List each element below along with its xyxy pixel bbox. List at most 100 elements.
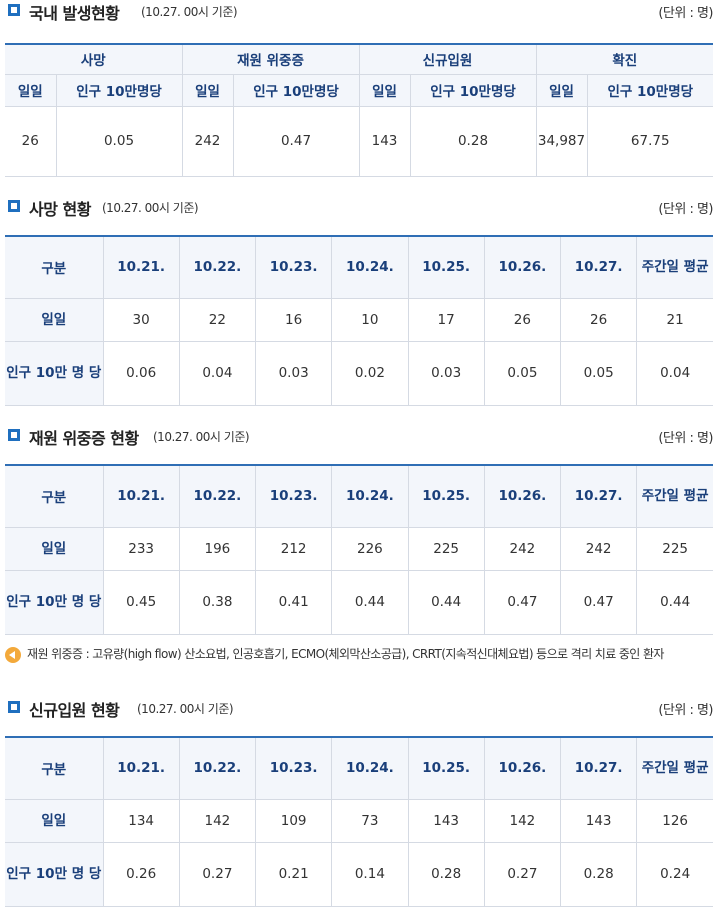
table-cell: 0.47 (483, 569, 562, 635)
table-cell: 225 (636, 526, 713, 571)
row-label-daily: 일일 (5, 297, 104, 342)
table-cell: 0.47 (559, 569, 638, 635)
table-cell: 16 (254, 297, 333, 342)
row-label-daily: 일일 (5, 526, 104, 571)
admission-header: 신규입원 현황 (10.27. 00시 기준) (단위 : 명) (5, 697, 715, 720)
col-header-date: 10.23. (254, 235, 333, 299)
death-title: 사망 현황 (29, 200, 91, 219)
table-cell: 142 (483, 798, 562, 843)
table-cell: 143 (407, 798, 485, 843)
sub-header-per100k: 인구 10만명당 (55, 73, 183, 107)
table-cell: 126 (636, 798, 713, 843)
severe-table: 구분 10.21. 10.22. 10.23. 10.24. 10.25. 10… (5, 464, 713, 635)
sub-header-daily: 일일 (181, 73, 234, 107)
table-cell: 143 (559, 798, 638, 843)
admission-per100k-value: 0.28 (409, 105, 537, 177)
table-cell: 0.14 (331, 841, 409, 907)
col-header-date: 10.21. (102, 235, 180, 299)
table-cell: 0.38 (178, 569, 257, 635)
table-cell: 21 (636, 297, 713, 342)
col-header-weekly-average: 주간일 평균 (636, 464, 713, 528)
table-cell: 26 (559, 297, 638, 342)
admission-table: 구분 10.21. 10.22. 10.23. 10.24. 10.25. 10… (5, 736, 713, 907)
sub-header-per100k: 인구 10만명당 (586, 73, 713, 107)
table-cell: 0.05 (483, 340, 562, 406)
col-header-date: 10.27. (559, 235, 638, 299)
col-header-date: 10.25. (407, 235, 485, 299)
table-cell: 242 (483, 526, 562, 571)
table-cell: 0.27 (483, 841, 562, 907)
confirmed-per100k-value: 67.75 (586, 105, 713, 177)
col-header-date: 10.22. (178, 235, 257, 299)
sub-header-per100k: 인구 10만명당 (232, 73, 360, 107)
table-cell: 0.41 (254, 569, 333, 635)
sub-header-daily: 일일 (5, 73, 57, 107)
col-header-date: 10.24. (331, 464, 409, 528)
severe-daily-value: 242 (181, 105, 234, 177)
col-header-date: 10.25. (407, 736, 485, 800)
admission-daily-value: 143 (358, 105, 411, 177)
group-header-severe: 재원 위중증 (181, 43, 360, 75)
col-header-date: 10.22. (178, 464, 257, 528)
severe-per100k-value: 0.47 (232, 105, 360, 177)
severe-unit: (단위 : 명) (658, 431, 713, 446)
sub-header-daily: 일일 (535, 73, 588, 107)
table-cell: 0.24 (636, 841, 713, 907)
severe-note: (10.27. 00시 기준) (153, 430, 250, 444)
admission-title: 신규입원 현황 (29, 701, 120, 720)
death-note: (10.27. 00시 기준) (102, 201, 199, 215)
summary-note: (10.27. 00시 기준) (141, 5, 238, 19)
table-cell: 0.27 (178, 841, 257, 907)
col-header-date: 10.22. (178, 736, 257, 800)
square-bullet-icon (8, 701, 20, 713)
table-cell: 17 (407, 297, 485, 342)
row-label-per100k: 인구 10만 명 당 (5, 340, 104, 406)
admission-unit: (단위 : 명) (658, 703, 713, 718)
table-cell: 0.44 (407, 569, 485, 635)
col-header-category: 구분 (5, 464, 104, 528)
table-cell: 0.04 (178, 340, 257, 406)
confirmed-daily-value: 34,987 (535, 105, 588, 177)
table-cell: 0.05 (559, 340, 638, 406)
col-header-date: 10.21. (102, 736, 180, 800)
col-header-weekly-average: 주간일 평균 (636, 235, 713, 299)
col-header-weekly-average: 주간일 평균 (636, 736, 713, 800)
table-cell: 196 (178, 526, 257, 571)
death-table: 구분 10.21. 10.22. 10.23. 10.24. 10.25. 10… (5, 235, 713, 406)
table-cell: 0.44 (331, 569, 409, 635)
severe-title: 재원 위중증 현황 (29, 429, 139, 448)
table-cell: 0.45 (102, 569, 180, 635)
col-header-date: 10.23. (254, 464, 333, 528)
group-header-confirmed: 확진 (535, 43, 713, 75)
table-cell: 0.21 (254, 841, 333, 907)
table-cell: 226 (331, 526, 409, 571)
table-cell: 0.02 (331, 340, 409, 406)
col-header-date: 10.24. (331, 736, 409, 800)
summary-header: 국내 발생현황 (10.27. 00시 기준) (단위 : 명) (5, 0, 715, 23)
footnote-text: 재원 위중증 : 고유량(high flow) 산소요법, 인공호흡기, ECM… (27, 647, 664, 661)
col-header-date: 10.26. (483, 464, 562, 528)
table-cell: 0.03 (407, 340, 485, 406)
table-cell: 0.28 (407, 841, 485, 907)
table-cell: 10 (331, 297, 409, 342)
table-cell: 26 (483, 297, 562, 342)
summary-table: 사망 재원 위중증 신규입원 확진 일일 인구 10만명당 일일 인구 10만명… (5, 43, 713, 177)
square-bullet-icon (8, 429, 20, 441)
col-header-date: 10.24. (331, 235, 409, 299)
table-cell: 0.26 (102, 841, 180, 907)
col-header-date: 10.26. (483, 235, 562, 299)
death-per100k-value: 0.05 (55, 105, 183, 177)
table-cell: 0.03 (254, 340, 333, 406)
square-bullet-icon (8, 4, 20, 16)
speaker-icon (5, 647, 21, 663)
death-daily-value: 26 (5, 105, 57, 177)
table-cell: 73 (331, 798, 409, 843)
table-cell: 242 (559, 526, 638, 571)
col-header-category: 구분 (5, 736, 104, 800)
table-cell: 212 (254, 526, 333, 571)
table-cell: 233 (102, 526, 180, 571)
table-cell: 0.06 (102, 340, 180, 406)
group-header-admission: 신규입원 (358, 43, 537, 75)
summary-title: 국내 발생현황 (29, 4, 120, 23)
table-cell: 30 (102, 297, 180, 342)
